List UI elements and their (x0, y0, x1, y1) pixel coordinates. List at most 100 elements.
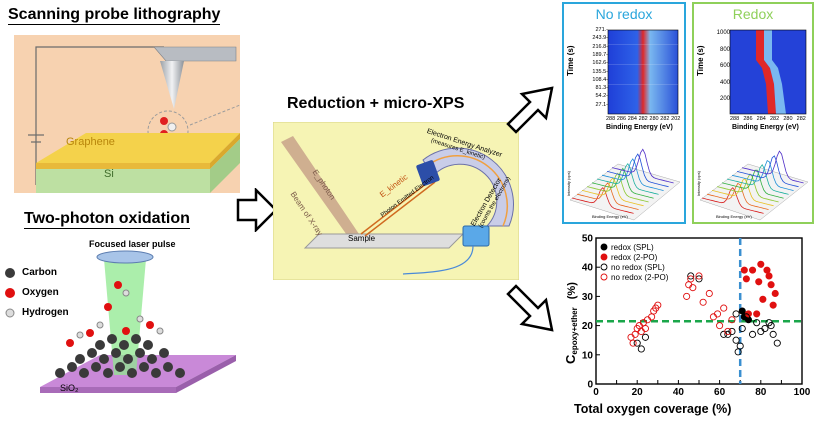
data-point (641, 324, 649, 333)
legend-marker (600, 243, 608, 251)
scatter-ylabel-main: C (563, 354, 578, 364)
data-point (763, 266, 771, 274)
spectrum-trace (611, 148, 674, 184)
x-tick-label: 0 (593, 387, 599, 398)
x-tick-label: 284 (627, 116, 637, 122)
graphene-atoms (55, 334, 185, 378)
x-tick-label: 288 (606, 116, 616, 122)
legend-hydrogen: Hydrogen (22, 307, 69, 318)
y-tick-label: 600 (719, 63, 730, 69)
legend-label: no redox (2-PO) (611, 273, 669, 282)
spl-illustration (14, 35, 240, 193)
y-tick-label: 162.6- (592, 60, 608, 67)
legend-carbon: Carbon (22, 267, 57, 278)
data-point (687, 272, 695, 280)
y-tick-label: 20 (582, 321, 594, 332)
legend-label: redox (2-PO) (611, 253, 658, 262)
x-tick-label: 286 (616, 116, 627, 122)
data-point (753, 310, 761, 318)
x-tick-label: 284 (756, 116, 766, 122)
data-point (724, 327, 732, 335)
data-point (683, 292, 691, 300)
data-point (765, 272, 773, 280)
spectrum-trace (711, 178, 774, 207)
legend-marker (600, 273, 608, 281)
x-tick-label: 288 (730, 116, 740, 122)
y-tick-label: 243.9- (592, 35, 608, 42)
data-point (728, 316, 736, 324)
no-redox-wf-ylabel: Intensity (cps) (566, 171, 571, 196)
redox-title: Redox (732, 6, 774, 22)
data-point (771, 289, 779, 298)
data-point (732, 310, 740, 318)
spectrum-trace (601, 158, 664, 191)
redox-ylabel: Time (s) (696, 45, 705, 76)
data-point (629, 339, 637, 347)
data-point (753, 319, 761, 327)
x-tick-label: 282 (638, 116, 648, 122)
y-tick-label: 135.5- (592, 68, 608, 75)
x-tick-label: 280 (649, 116, 659, 122)
data-point (699, 298, 707, 306)
data-point (689, 284, 697, 292)
spectrum-trace (596, 162, 659, 195)
redox-plots (699, 29, 809, 221)
data-point (728, 327, 736, 335)
legend-label: no redox (SPL) (611, 263, 665, 272)
spectrum-trace (571, 187, 634, 214)
y-tick-label: 40 (582, 263, 594, 274)
data-point (759, 295, 767, 303)
data-point (716, 322, 724, 330)
legend-oxygen: Oxygen (22, 287, 59, 298)
legend-marker (600, 263, 608, 271)
data-point (637, 345, 645, 353)
spectrum-trace (736, 155, 799, 188)
data-point (738, 324, 746, 333)
tpo-title: Two-photon oxidation (24, 210, 190, 229)
x-tick-label: 280 (783, 116, 793, 122)
xps-illustration (273, 122, 519, 280)
redox-wf-ylabel: Intensity (cps) (696, 171, 701, 196)
y-tick-label: 81.3- (595, 85, 608, 92)
no-redox-wf-xlabel: Binding Energy (eV) (592, 214, 628, 219)
data-point (742, 313, 750, 321)
spectrum-trace (716, 173, 779, 203)
data-point (761, 324, 769, 333)
spectrum-trace (606, 153, 669, 188)
no-redox-title: No redox (595, 6, 653, 22)
scatter-xlabel: Total oxygen coverage (%) (574, 402, 732, 416)
y-tick-label: 800 (719, 46, 730, 53)
data-point (687, 275, 695, 283)
data-point (732, 336, 740, 344)
data-point (695, 272, 703, 280)
x-tick-label: 40 (673, 387, 685, 398)
y-tick-label: 1000 (716, 30, 730, 36)
data-point (740, 266, 748, 274)
spectrum-trace (731, 160, 794, 191)
x-tick-label: 282 (660, 116, 670, 122)
legend-label: redox (SPL) (611, 243, 654, 252)
y-tick-label: 216.8- (592, 43, 608, 50)
redox-xticks: 288 286 284 282 280 282 (730, 116, 810, 124)
redox-panel: Redox (692, 2, 814, 224)
data-point (654, 301, 662, 309)
x-tick-label: 282 (770, 116, 780, 122)
x-tick-label: 80 (755, 387, 767, 398)
spectrum-trace (701, 187, 764, 214)
y-tick-label: 200 (719, 96, 730, 102)
y-tick-label: 27.1- (595, 101, 608, 108)
x-tick-label: 100 (794, 387, 811, 398)
data-point (767, 322, 775, 330)
tpo-illustration (5, 250, 236, 393)
scatter-chart: 0 20 40 60 80 100 0 10 20 30 40 50 redox (SPL)redox … (582, 234, 811, 399)
y-tick-label: 189.7- (592, 51, 608, 58)
scatter-ylabel-unit: (%) (566, 282, 578, 300)
y-tick-label: 54.2- (595, 93, 608, 100)
scatter-ylabel-sub: epoxy+ether (570, 307, 579, 355)
x-tick-label: 282 (796, 116, 806, 122)
data-point (713, 310, 722, 318)
data-point (695, 275, 703, 283)
data-point (769, 330, 777, 338)
spectrum-trace (721, 169, 784, 199)
data-point (755, 278, 763, 286)
